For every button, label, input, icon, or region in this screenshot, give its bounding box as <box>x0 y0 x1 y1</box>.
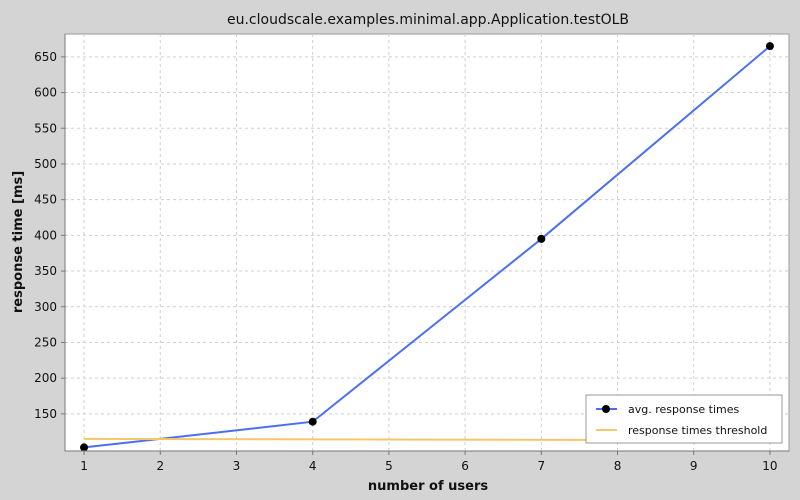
data-point <box>537 234 546 243</box>
plot-area <box>64 33 790 452</box>
legend: avg. response times response times thres… <box>585 394 783 444</box>
x-tick-label: 1 <box>80 459 88 473</box>
x-tick-label: 7 <box>537 459 545 473</box>
y-tick-label: 350 <box>34 264 57 278</box>
legend-label-response-times-threshold: response times threshold <box>628 424 767 437</box>
y-tick-label: 250 <box>34 335 57 349</box>
x-tick-label: 3 <box>233 459 241 473</box>
x-tick-label: 2 <box>156 459 164 473</box>
y-tick-label: 450 <box>34 193 57 207</box>
x-axis-label: number of users <box>368 479 488 494</box>
y-tick-label: 550 <box>34 121 57 135</box>
legend-box <box>585 394 783 444</box>
y-tick-label: 650 <box>34 50 57 64</box>
x-tick-label: 4 <box>309 459 317 473</box>
chart-title: eu.cloudscale.examples.minimal.app.Appli… <box>227 12 629 28</box>
y-tick-label: 300 <box>34 300 57 314</box>
x-tick-label: 6 <box>461 459 469 473</box>
axis-layer: 1 2 3 4 5 6 7 8 9 10 150 200 250 300 350 400 450 500 550 60… <box>34 34 789 473</box>
x-tick-label: 8 <box>614 459 622 473</box>
y-axis-label: response time [ms] <box>11 171 26 313</box>
y-tick-label: 500 <box>34 157 57 171</box>
y-tick-label: 400 <box>34 228 57 242</box>
legend-label-avg-response-times: avg. response times <box>628 403 740 416</box>
y-tick-label: 150 <box>34 407 57 421</box>
x-tick-label: 10 <box>762 459 777 473</box>
x-tick-label: 9 <box>690 459 698 473</box>
y-tick-label: 600 <box>34 86 57 100</box>
data-point <box>80 443 89 452</box>
grid-layer <box>65 34 789 451</box>
data-point <box>765 42 774 51</box>
data-point <box>308 417 317 426</box>
series-line-0 <box>83 45 771 449</box>
legend-marker-avg-response-times <box>602 405 610 413</box>
y-tick-label: 200 <box>34 371 57 385</box>
x-tick-label: 5 <box>385 459 393 473</box>
